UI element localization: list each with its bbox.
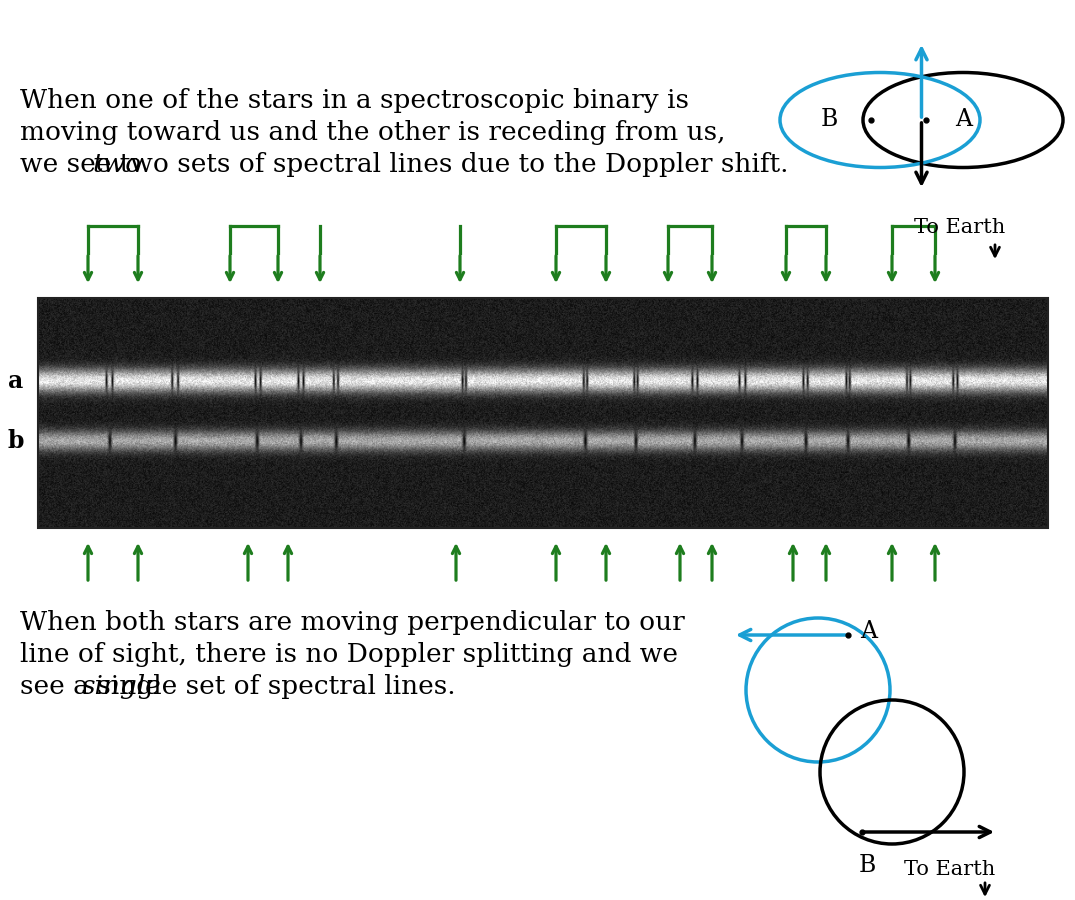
Bar: [38, 298, 1048, 528]
Text: To Earth: To Earth: [915, 218, 1005, 237]
Text: we see two sets of spectral lines due to the Doppler shift.: we see two sets of spectral lines due to…: [20, 152, 788, 177]
Text: moving toward us and the other is receding from us,: moving toward us and the other is recedi…: [20, 120, 726, 145]
Text: When one of the stars in a spectroscopic binary is: When one of the stars in a spectroscopic…: [20, 88, 689, 113]
Text: B: B: [858, 854, 876, 877]
Text: two: two: [92, 152, 142, 177]
Text: When both stars are moving perpendicular to our: When both stars are moving perpendicular…: [20, 610, 685, 635]
Text: single: single: [82, 674, 162, 699]
Text: see a single set of spectral lines.: see a single set of spectral lines.: [20, 674, 456, 699]
Text: To Earth: To Earth: [904, 860, 995, 879]
Text: A: A: [860, 620, 877, 643]
Text: line of sight, there is no Doppler splitting and we: line of sight, there is no Doppler split…: [20, 642, 678, 667]
Text: a: a: [9, 369, 24, 392]
Text: B: B: [820, 109, 837, 131]
Text: A: A: [956, 109, 973, 131]
Text: b: b: [8, 428, 25, 453]
